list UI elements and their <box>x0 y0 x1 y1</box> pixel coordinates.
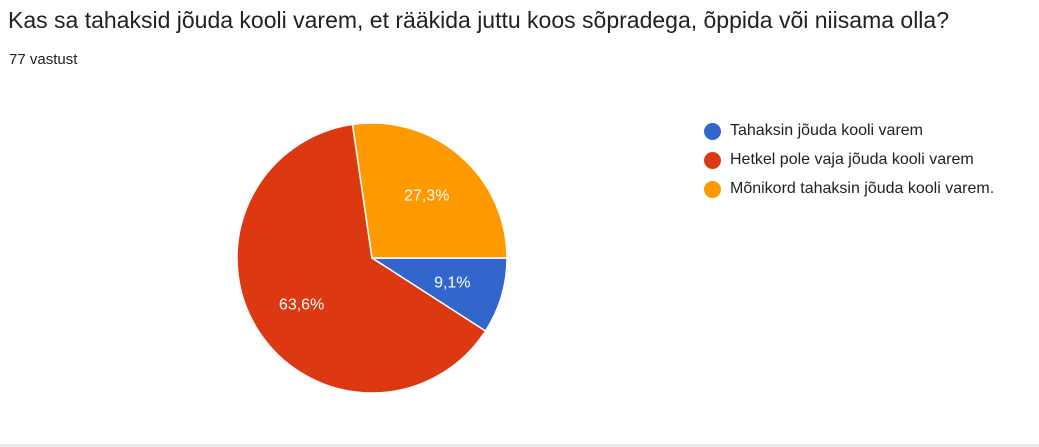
pie-slice-label-2: 63,6% <box>279 296 324 313</box>
legend-swatch <box>704 180 721 198</box>
legend-swatch <box>704 122 721 140</box>
pie-chart: 9,1% 63,6% 27,3% <box>236 122 508 394</box>
response-count: 77 vastust <box>9 51 78 68</box>
legend-label: Tahaksin jõuda kooli varem <box>730 122 923 139</box>
pie-slice-2 <box>236 123 487 394</box>
legend-item-1: Tahaksin jõuda kooli varem <box>704 121 994 141</box>
pie-labels: 9,1% 63,6% 27,3% <box>279 188 471 314</box>
pie-slice-3 <box>351 122 508 259</box>
legend-item-3: Mõnikord tahaksin jõuda kooli varem. <box>704 179 994 199</box>
legend-label: Hetkel pole vaja jõuda kooli varem <box>730 151 974 168</box>
chart-legend: Tahaksin jõuda kooli varem Hetkel pole va… <box>704 121 994 208</box>
legend-swatch <box>704 151 721 169</box>
legend-item-2: Hetkel pole vaja jõuda kooli varem <box>704 150 994 170</box>
question-title: Kas sa tahaksid jõuda kooli varem, et rä… <box>8 7 950 33</box>
pie-slices <box>236 122 508 394</box>
pie-slice-label-3: 27,3% <box>404 188 449 205</box>
card-bottom-border <box>0 444 1039 447</box>
pie-slice-label-1: 9,1% <box>434 275 470 292</box>
legend-label: Mõnikord tahaksin jõuda kooli varem. <box>730 180 995 197</box>
